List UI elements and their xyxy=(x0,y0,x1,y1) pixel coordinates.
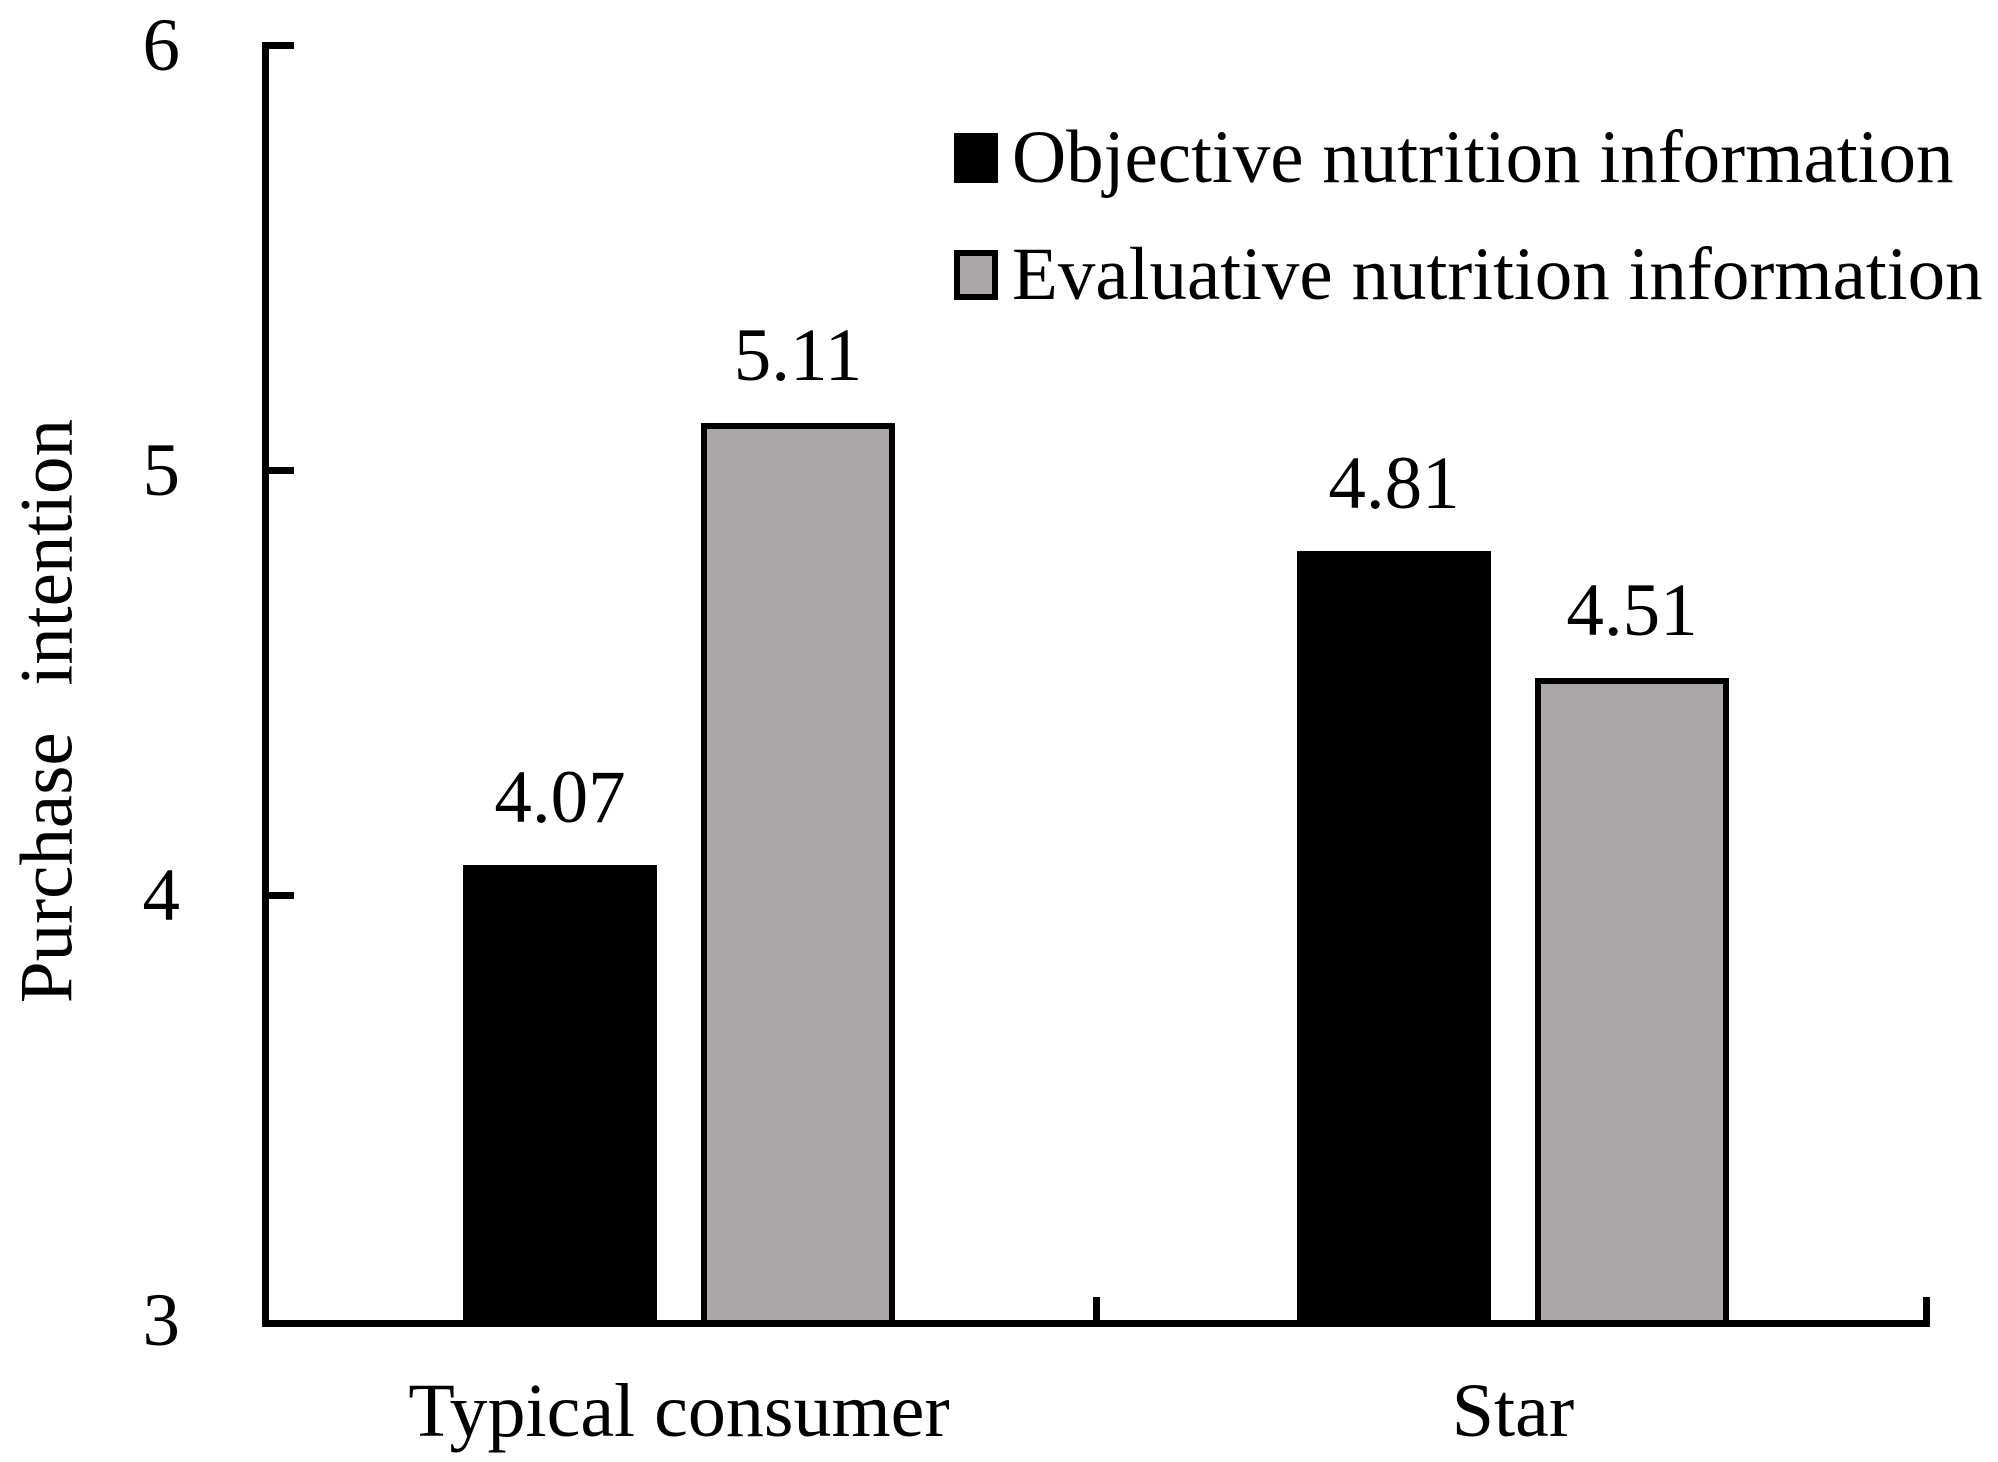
x-axis-tick xyxy=(1092,1297,1100,1320)
legend-swatch-icon xyxy=(954,249,998,300)
legend-label: Objective nutrition information xyxy=(1012,116,1954,199)
legend-item: Objective nutrition information xyxy=(954,120,1983,195)
y-axis-tick xyxy=(269,466,294,474)
bar-s0-c0 xyxy=(463,865,657,1327)
category-label: Star xyxy=(1451,1369,1575,1453)
legend-item: Evaluative nutrition information xyxy=(954,237,1983,312)
bar-s1-c1 xyxy=(1535,678,1729,1327)
bar-s1-c0 xyxy=(701,423,895,1327)
bar-value-label: 4.51 xyxy=(1566,569,1698,653)
y-axis-tick xyxy=(269,891,294,899)
y-axis-tick xyxy=(269,42,294,49)
legend-swatch-icon xyxy=(954,132,998,183)
bar-value-label: 4.07 xyxy=(494,756,626,840)
legend: Objective nutrition information Evaluativ… xyxy=(954,120,1983,354)
legend-label: Evaluative nutrition information xyxy=(1012,233,1983,316)
y-axis-tick-label: 5 xyxy=(142,429,181,512)
y-axis-tick-label: 6 xyxy=(142,4,181,87)
x-axis-line xyxy=(262,1320,1930,1327)
bar-value-label: 4.81 xyxy=(1328,441,1460,525)
y-axis-tick-label: 3 xyxy=(142,1279,181,1362)
bar-s0-c1 xyxy=(1297,550,1491,1327)
y-axis-tick-label: 4 xyxy=(142,854,181,937)
y-axis-line xyxy=(262,42,269,1327)
category-label: Typical consumer xyxy=(408,1369,950,1453)
x-axis-tick xyxy=(1923,1297,1930,1320)
bar-value-label: 5.11 xyxy=(733,314,863,398)
